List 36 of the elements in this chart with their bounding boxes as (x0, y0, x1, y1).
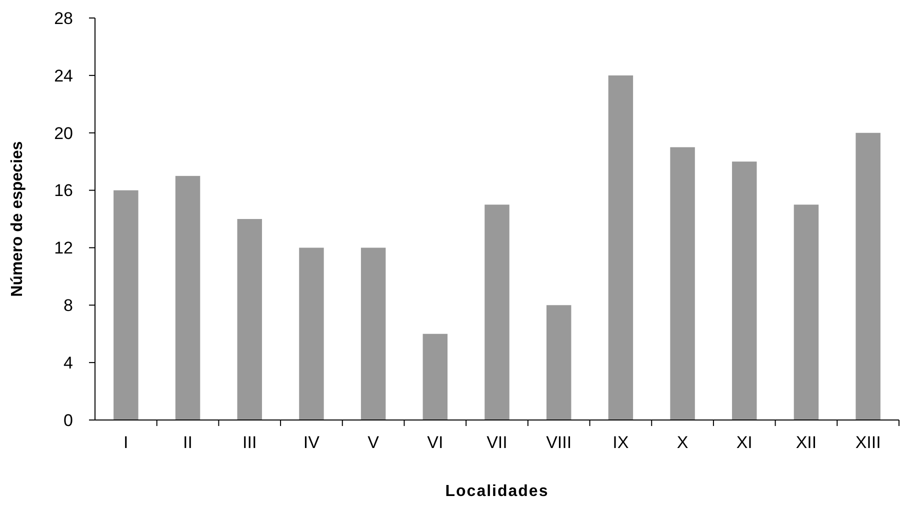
x-tick-label: IV (303, 433, 320, 452)
y-tick-label: 4 (64, 354, 73, 373)
y-tick-label: 8 (64, 296, 73, 316)
y-tick-label: 24 (54, 66, 73, 86)
x-tick-label: XII (796, 433, 817, 452)
y-tick-label: 16 (54, 181, 73, 200)
x-tick-label: VI (427, 433, 444, 452)
bar (608, 75, 634, 420)
x-tick-label: III (242, 433, 257, 452)
bar (422, 334, 448, 420)
y-tick-label: 28 (54, 8, 73, 28)
bar (856, 132, 880, 420)
bar (732, 162, 757, 420)
bar (360, 248, 386, 420)
bar (546, 305, 572, 420)
bar (299, 248, 324, 420)
y-tick-label: 0 (64, 410, 73, 430)
y-tick-label: 12 (54, 238, 73, 258)
y-tick-label: 20 (54, 124, 73, 143)
x-tick-label: II (183, 433, 192, 452)
bar (114, 190, 138, 420)
x-tick-label: X (676, 433, 688, 452)
x-tick-label: XI (736, 433, 752, 452)
x-tick-label: I (124, 433, 128, 452)
x-tick-label: IX (612, 433, 629, 452)
y-axis-title: Número de especies (9, 141, 26, 297)
bar (237, 219, 262, 420)
bar (484, 204, 510, 420)
x-tick-label: V (368, 433, 380, 452)
x-axis-title: Localidades (445, 483, 549, 500)
x-tick-label: VII (486, 433, 508, 452)
x-tick-label: XIII (855, 433, 881, 452)
x-tick-label: VIII (546, 433, 572, 452)
bar (670, 147, 695, 420)
bar (794, 204, 819, 420)
bar (175, 176, 200, 420)
